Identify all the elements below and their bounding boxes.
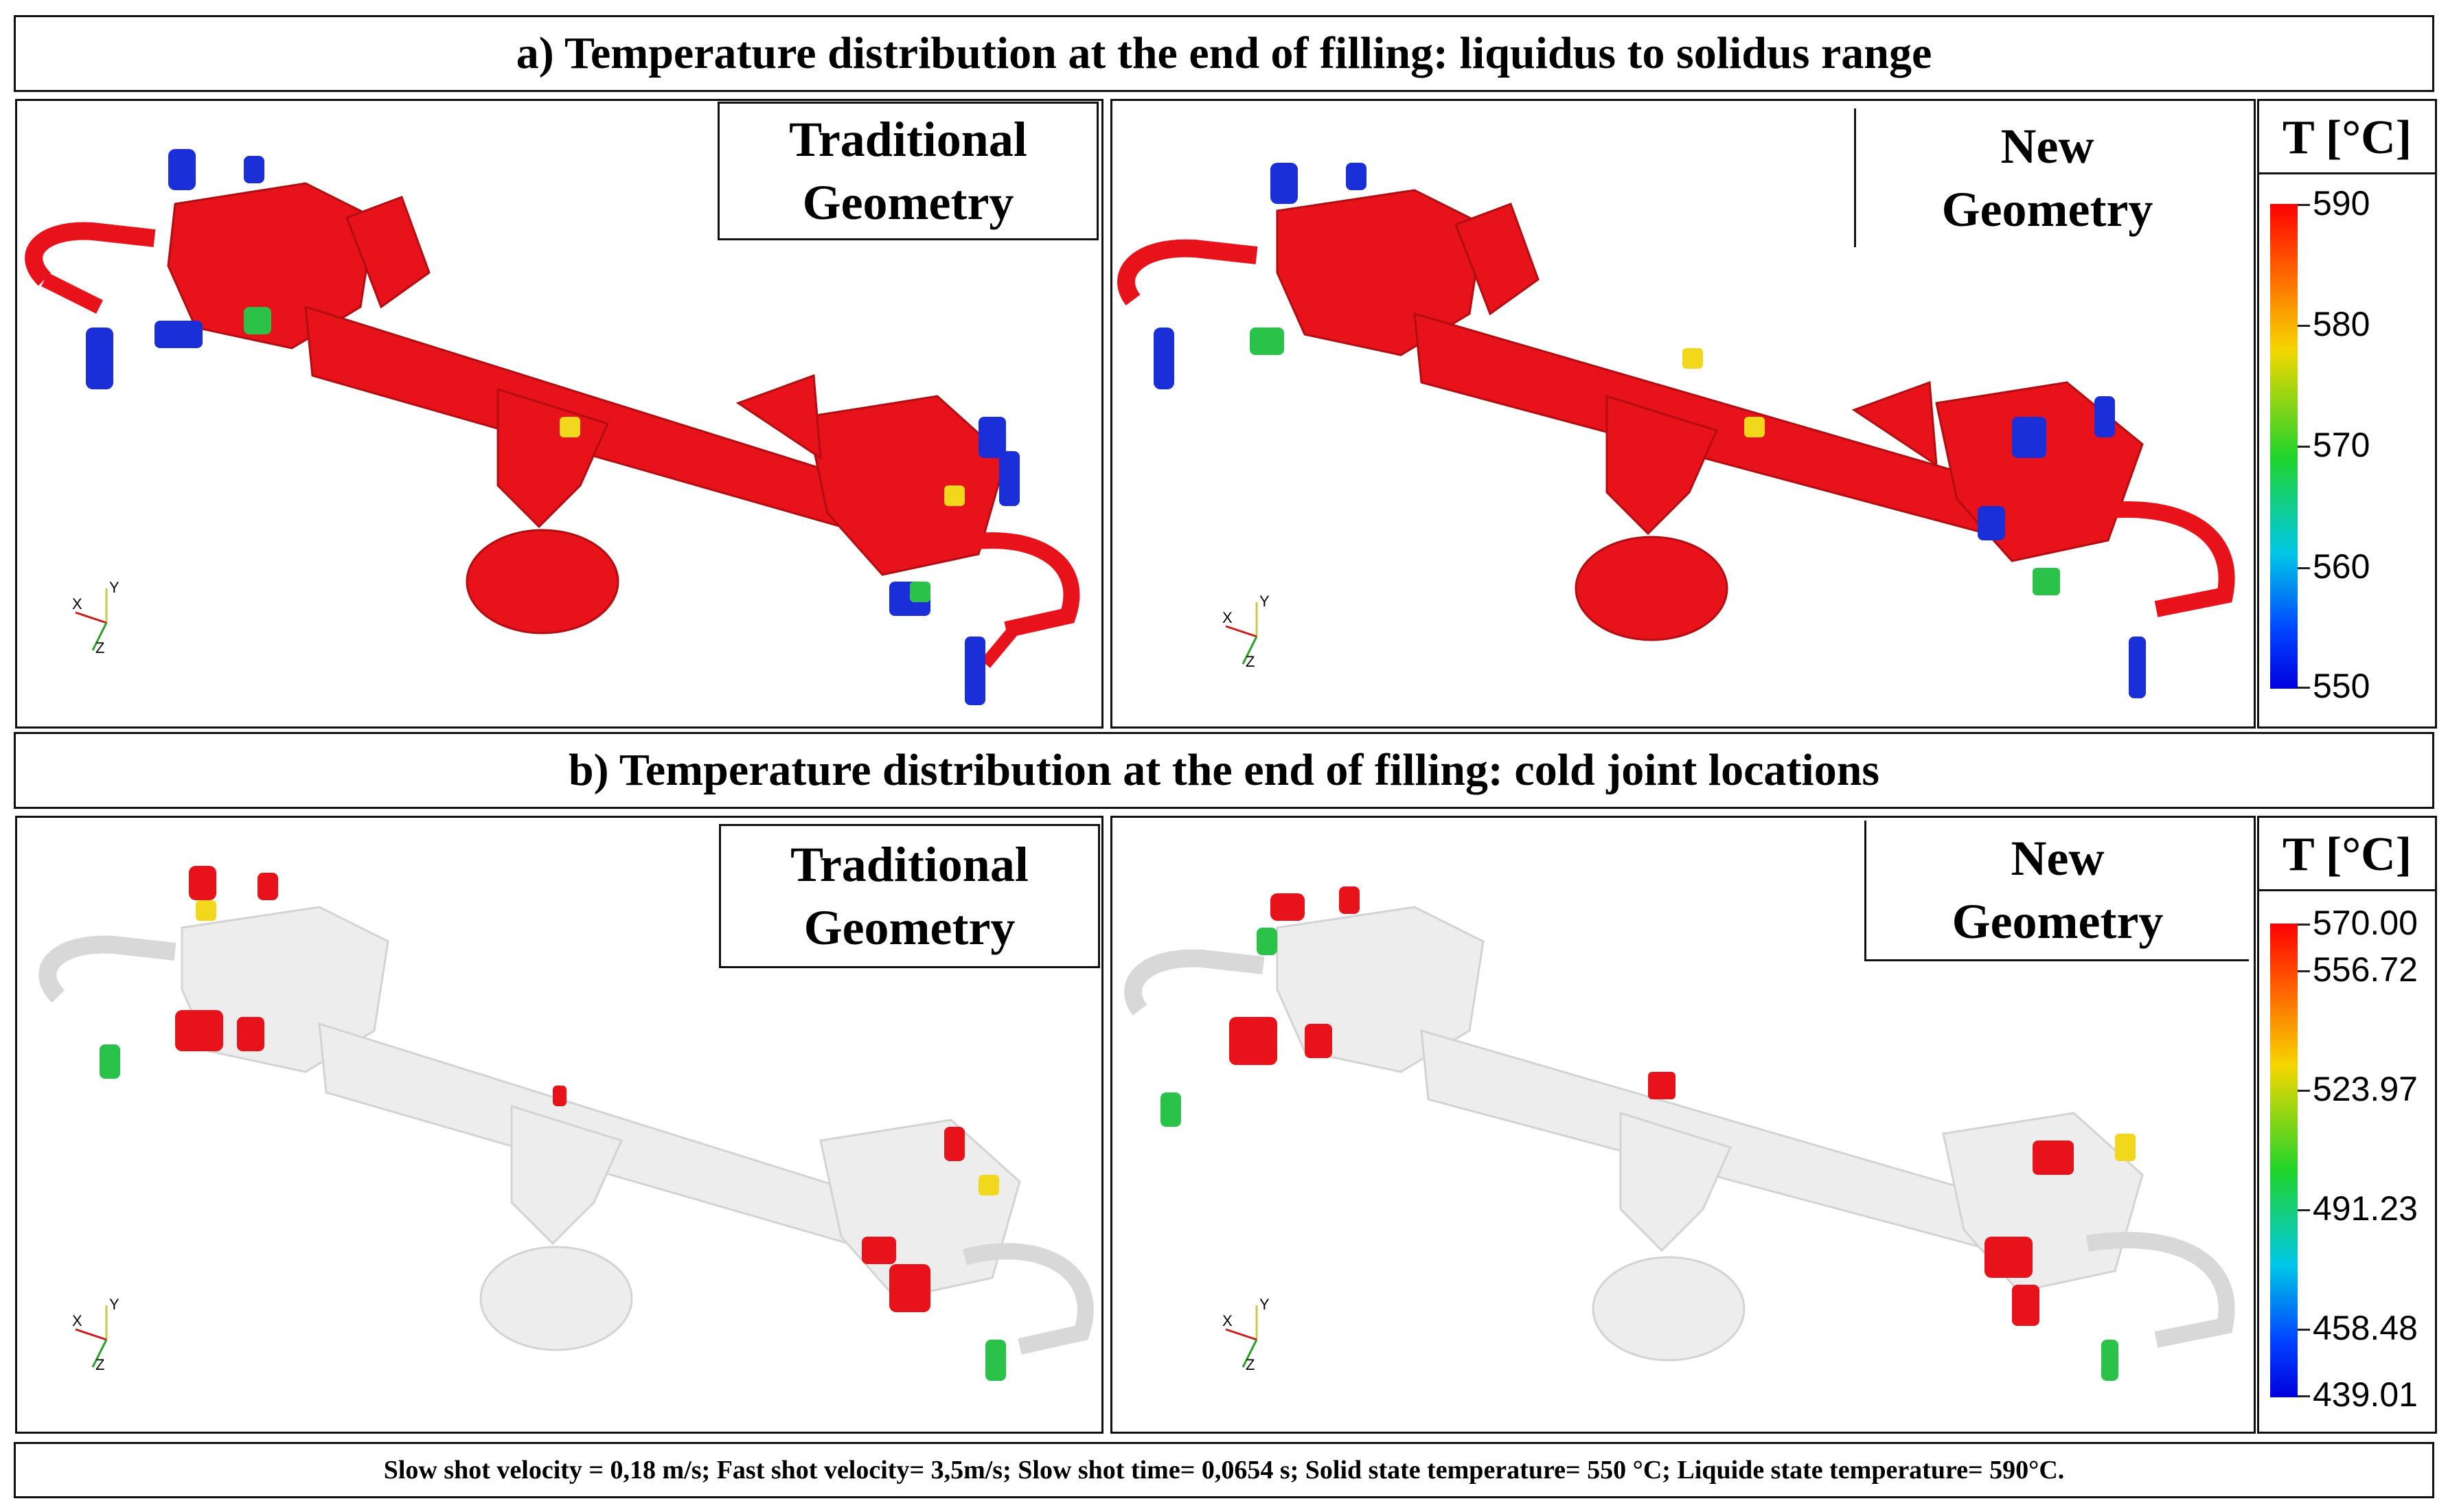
svg-text:Z: Z xyxy=(1246,653,1255,670)
label-line-1: Traditional xyxy=(789,112,1027,167)
svg-text:Y: Y xyxy=(1259,595,1270,610)
scale-tick: 580 xyxy=(2313,305,2370,343)
axis-triad-icon: Y X Z xyxy=(72,1298,119,1373)
panel-a-color-scale: T [°C] 590 580 570 560 550 xyxy=(2257,99,2437,729)
label-line-2: Geometry xyxy=(1941,182,2153,237)
label-line-2: Geometry xyxy=(1952,894,2164,949)
svg-text:X: X xyxy=(72,1312,82,1329)
axis-triad-icon: Y X Z xyxy=(1222,595,1270,670)
traditional-casting-ghost xyxy=(38,866,1094,1381)
svg-text:Z: Z xyxy=(1246,1356,1255,1373)
panel-a-traditional-label: Traditional Geometry xyxy=(718,102,1099,240)
scale-title: T [°C] xyxy=(2282,111,2412,164)
svg-text:Y: Y xyxy=(109,582,119,596)
traditional-casting-hot xyxy=(25,149,1080,705)
scale-tick: 570.00 xyxy=(2313,904,2418,942)
color-bar xyxy=(2270,204,2298,689)
svg-text:Y: Y xyxy=(109,1298,119,1313)
scale-tick: 491.23 xyxy=(2313,1189,2418,1228)
panel-a-new-label: New Geometry xyxy=(1854,108,2239,247)
label-line-1: New xyxy=(2011,831,2105,886)
scale-tick: 458.48 xyxy=(2313,1309,2418,1347)
svg-text:X: X xyxy=(72,595,82,612)
svg-text:X: X xyxy=(1222,609,1233,626)
scale-title: T [°C] xyxy=(2282,828,2412,881)
panel-b-title: b) Temperature distribution at the end o… xyxy=(14,732,2434,809)
label-line-1: New xyxy=(2000,119,2094,174)
axis-triad-icon: Y X Z xyxy=(1222,1298,1270,1373)
scale-tick: 570 xyxy=(2313,426,2370,464)
label-line-2: Geometry xyxy=(802,175,1014,230)
process-parameters-footer: Slow shot velocity = 0,18 m/s; Fast shot… xyxy=(14,1442,2434,1498)
scale-tick: 439.01 xyxy=(2313,1375,2418,1414)
panel-b-color-scale: T [°C] 570.00 556.72 523.97 491.23 458.4… xyxy=(2257,816,2437,1434)
scale-tick: 523.97 xyxy=(2313,1070,2418,1108)
svg-text:X: X xyxy=(1222,1312,1233,1329)
panel-a-title: a) Temperature distribution at the end o… xyxy=(14,15,2434,92)
svg-text:Y: Y xyxy=(1259,1298,1270,1313)
new-casting-ghost xyxy=(1124,886,2235,1381)
scale-tick: 556.72 xyxy=(2313,950,2418,989)
new-casting-hot xyxy=(1117,163,2235,698)
panel-b-traditional-label: Traditional Geometry xyxy=(719,824,1100,968)
scale-tick: 590 xyxy=(2313,184,2370,222)
svg-text:Z: Z xyxy=(95,639,104,656)
panel-b-traditional-view: Y X Z xyxy=(15,816,1103,1434)
axis-triad-icon: Y X Z xyxy=(72,582,119,656)
svg-text:Z: Z xyxy=(95,1356,104,1373)
scale-tick: 560 xyxy=(2313,547,2370,586)
label-line-2: Geometry xyxy=(803,900,1016,955)
panel-a-new-view: Y X Z xyxy=(1110,99,2256,729)
scale-tick: 550 xyxy=(2313,667,2370,705)
label-line-1: Traditional xyxy=(790,837,1029,892)
panel-b-new-label: New Geometry xyxy=(1864,821,2249,961)
color-bar xyxy=(2270,924,2298,1397)
